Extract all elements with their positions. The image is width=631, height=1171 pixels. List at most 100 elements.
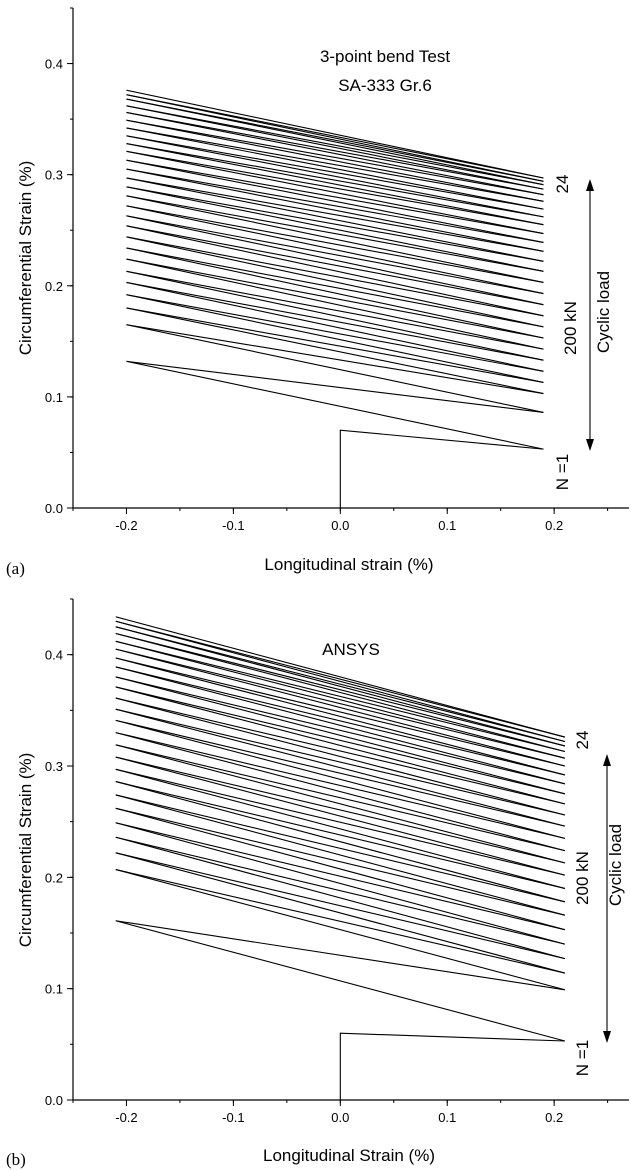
- y-tick-label: 0.4: [45, 648, 63, 663]
- cycle-load-line: [115, 657, 565, 767]
- cycle-unload-line: [126, 294, 544, 383]
- cycle-load-line: [115, 666, 565, 776]
- cycle-load-line: [115, 640, 565, 753]
- cycle-unload-line: [126, 119, 544, 202]
- x-tick-label: 0.0: [331, 518, 349, 533]
- load-label: 200 kN: [573, 851, 592, 905]
- cycle-unload-line: [126, 360, 544, 450]
- chart-panel-b: -0.2 -0.1 0.0 0.1 0.2 0.0 0.1 0.2 0.3 0.4 ANSYS C…: [6, 598, 629, 1169]
- y-axis-title: Circumferential Strain (%): [16, 161, 35, 356]
- cycle-unload-line: [126, 177, 544, 262]
- cycle-unload-line: [115, 648, 565, 767]
- cycle-load-line: [126, 195, 544, 272]
- cycle-load-line: [126, 135, 544, 210]
- cycle-load-line: [126, 159, 544, 235]
- x-tick-label: 0.1: [438, 1110, 456, 1125]
- cycle-load-line: [115, 869, 565, 974]
- cycle-unload-line: [126, 150, 544, 235]
- y-tick-label: 0.1: [45, 390, 63, 405]
- cycle-load-line: [115, 920, 565, 991]
- cycle-unload-line: [115, 756, 565, 876]
- cycle-unload-line: [115, 640, 565, 759]
- cycle-load-line: [115, 626, 565, 743]
- series-a: [126, 89, 544, 508]
- cycle-load-line: [115, 781, 565, 890]
- cycle-load-line: [115, 822, 565, 931]
- cycle-load-line: [126, 324, 544, 395]
- cycle-load-line: [126, 236, 544, 317]
- x-axis-title: Longitudinal Strain (%): [263, 1146, 435, 1165]
- x-tick-label: -0.2: [115, 518, 137, 533]
- cycle-load-line: [126, 111, 544, 190]
- cycle-load-line: [126, 127, 544, 202]
- ticks-b: -0.2 -0.1 0.0 0.1 0.2 0.0 0.1 0.2 0.3 0.4: [45, 598, 609, 1125]
- x-tick-label: -0.1: [222, 518, 244, 533]
- y-tick-label: 0.3: [45, 168, 63, 183]
- title-line-2: SA-333 Gr.6: [338, 76, 432, 95]
- cycle-unload-line: [126, 111, 544, 196]
- cycle-unload-line: [115, 697, 565, 816]
- y-tick-label: 0.4: [45, 57, 63, 72]
- cycle-load-line: [115, 744, 565, 852]
- cycle-unload-line: [115, 822, 565, 945]
- title-line-1: ANSYS: [322, 640, 380, 659]
- cycle-load-line: [115, 852, 565, 960]
- cycle-load-line: [126, 360, 544, 413]
- cycle-unload-line: [126, 205, 544, 295]
- cycle-unload-line: [126, 307, 544, 395]
- cycle-load-line: [126, 205, 544, 283]
- cycle-unload-line: [126, 258, 544, 350]
- y-axis-title: Circumferential Strain (%): [16, 753, 35, 948]
- cycle-load-line: [115, 732, 565, 839]
- y-tick-label: 0.2: [45, 870, 63, 885]
- load-label: 200 kN: [561, 301, 580, 355]
- ticks-a: -0.2 -0.1 0.0 0.1 0.2 0.0 0.1 0.2 0.3 0.4: [45, 7, 609, 533]
- initial-loading-path: [339, 429, 544, 508]
- cycle-unload-line: [115, 852, 565, 974]
- cycle-load-line: [115, 836, 565, 945]
- cycle-arrow-head-down: [603, 1031, 611, 1043]
- cycle-unload-line: [115, 686, 565, 805]
- cycle-unload-line: [115, 794, 565, 916]
- x-tick-label: 0.2: [545, 518, 563, 533]
- cycle-unload-line: [126, 225, 544, 317]
- cycle-unload-line: [115, 781, 565, 903]
- cycle-unload-line: [126, 135, 544, 218]
- y-tick-label: 0.0: [45, 1093, 63, 1108]
- first-cycle-label: N =1: [573, 1040, 592, 1076]
- cycle-unload-line: [115, 836, 565, 960]
- x-tick-label: -0.1: [222, 1110, 244, 1125]
- cycle-unload-line: [115, 676, 565, 795]
- x-tick-label: 0.0: [331, 1110, 349, 1125]
- cycle-load-line: [115, 697, 565, 805]
- cycle-load-line: [126, 143, 544, 218]
- cycle-unload-line: [115, 632, 565, 753]
- cycle-load-line: [126, 150, 544, 226]
- panel-label: (a): [6, 559, 25, 578]
- cycle-unload-line: [126, 89, 544, 179]
- cycle-unload-line: [115, 708, 565, 827]
- cycle-unload-line: [115, 744, 565, 864]
- cycle-unload-line: [126, 247, 544, 339]
- top-cycle-count: 24: [573, 731, 592, 750]
- cycle-unload-line: [126, 324, 544, 413]
- cycle-load-line: [115, 648, 565, 759]
- cycle-load-line: [115, 632, 565, 747]
- cycle-load-line: [115, 620, 565, 738]
- cycle-load-line: [126, 94, 544, 179]
- x-tick-label: 0.2: [545, 1110, 563, 1125]
- cycle-load-line: [115, 719, 565, 827]
- panel-label: (b): [6, 1150, 26, 1169]
- cycle-load-line: [115, 708, 565, 816]
- chart-panel-a: -0.2 -0.1 0.0 0.1 0.2 0.0 0.1 0.2 0.3 0.4 3-point…: [6, 7, 629, 578]
- cycle-load-line: [126, 186, 544, 262]
- cycle-unload-line: [115, 616, 565, 738]
- top-cycle-count: 24: [553, 175, 572, 194]
- cycle-unload-line: [115, 626, 565, 747]
- cycle-load-line: [126, 177, 544, 252]
- y-tick-label: 0.2: [45, 279, 63, 294]
- cycle-unload-line: [115, 719, 565, 839]
- cycle-unload-line: [126, 127, 544, 210]
- cycle-load-line: [115, 676, 565, 785]
